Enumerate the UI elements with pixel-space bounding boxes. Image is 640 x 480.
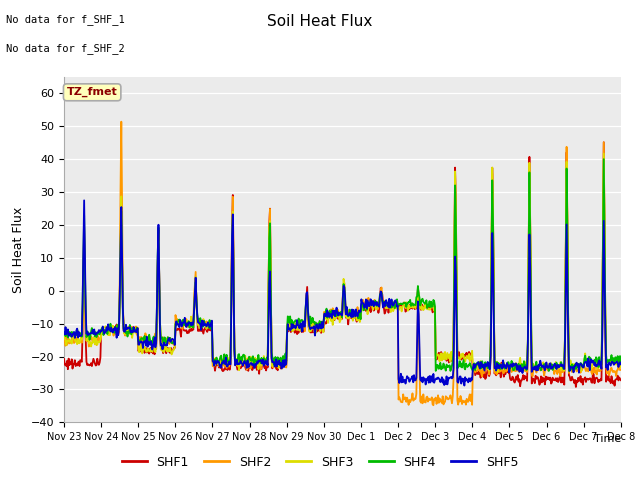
Text: No data for f_SHF_1: No data for f_SHF_1 [6, 14, 125, 25]
SHF3 [70, 333, 78, 338]
Line: SHF4: SHF4 [64, 159, 621, 371]
SHF1 [127, 326, 135, 332]
SHF3 [426, 307, 434, 312]
SHF3 [494, 370, 502, 375]
SHF2 [185, 318, 193, 324]
SHF1 [572, 384, 580, 390]
SHF1 [60, 356, 68, 362]
Text: Soil Heat Flux: Soil Heat Flux [268, 14, 372, 29]
SHF4 [214, 358, 221, 364]
SHF4 [70, 330, 78, 336]
SHF5 [214, 359, 222, 364]
SHF1 [70, 361, 78, 367]
SHF4 [426, 304, 434, 310]
SHF1 [600, 139, 607, 145]
SHF2 [214, 361, 222, 367]
SHF2 [70, 340, 78, 346]
SHF2 [429, 402, 437, 408]
SHF5 [185, 319, 193, 325]
Line: SHF3: SHF3 [64, 154, 621, 372]
SHF5 [428, 373, 435, 379]
SHF4 [127, 331, 135, 337]
Line: SHF2: SHF2 [64, 122, 621, 405]
Text: TZ_fmet: TZ_fmet [67, 87, 118, 97]
SHF2 [60, 338, 68, 344]
SHF3 [617, 364, 625, 370]
SHF4 [617, 360, 625, 365]
SHF2 [411, 396, 419, 401]
SHF4 [184, 322, 192, 327]
SHF3 [214, 360, 221, 366]
SHF5 [461, 383, 468, 388]
Line: SHF5: SHF5 [64, 200, 621, 385]
SHF1 [184, 329, 192, 335]
SHF3 [127, 330, 135, 336]
Line: SHF1: SHF1 [64, 142, 621, 387]
SHF1 [426, 300, 434, 305]
SHF5 [411, 377, 419, 383]
SHF2 [617, 367, 625, 372]
SHF3 [60, 333, 68, 338]
SHF1 [617, 377, 625, 383]
SHF1 [410, 302, 418, 308]
SHF2 [428, 396, 435, 402]
SHF3 [600, 151, 607, 156]
SHF3 [184, 323, 192, 329]
Text: Time: Time [593, 434, 621, 444]
SHF5 [70, 329, 78, 335]
Legend: SHF1, SHF2, SHF3, SHF4, SHF5: SHF1, SHF2, SHF3, SHF4, SHF5 [116, 451, 524, 474]
SHF2 [128, 329, 136, 335]
SHF5 [128, 329, 136, 335]
Text: No data for f_SHF_2: No data for f_SHF_2 [6, 43, 125, 54]
SHF4 [600, 156, 607, 162]
SHF1 [214, 361, 221, 367]
SHF3 [410, 302, 418, 308]
Y-axis label: Soil Heat Flux: Soil Heat Flux [12, 206, 25, 293]
SHF4 [565, 368, 573, 374]
SHF5 [617, 361, 625, 367]
SHF4 [60, 331, 68, 336]
SHF5 [80, 197, 88, 203]
SHF4 [410, 302, 418, 308]
SHF5 [60, 329, 68, 335]
SHF2 [118, 119, 125, 125]
